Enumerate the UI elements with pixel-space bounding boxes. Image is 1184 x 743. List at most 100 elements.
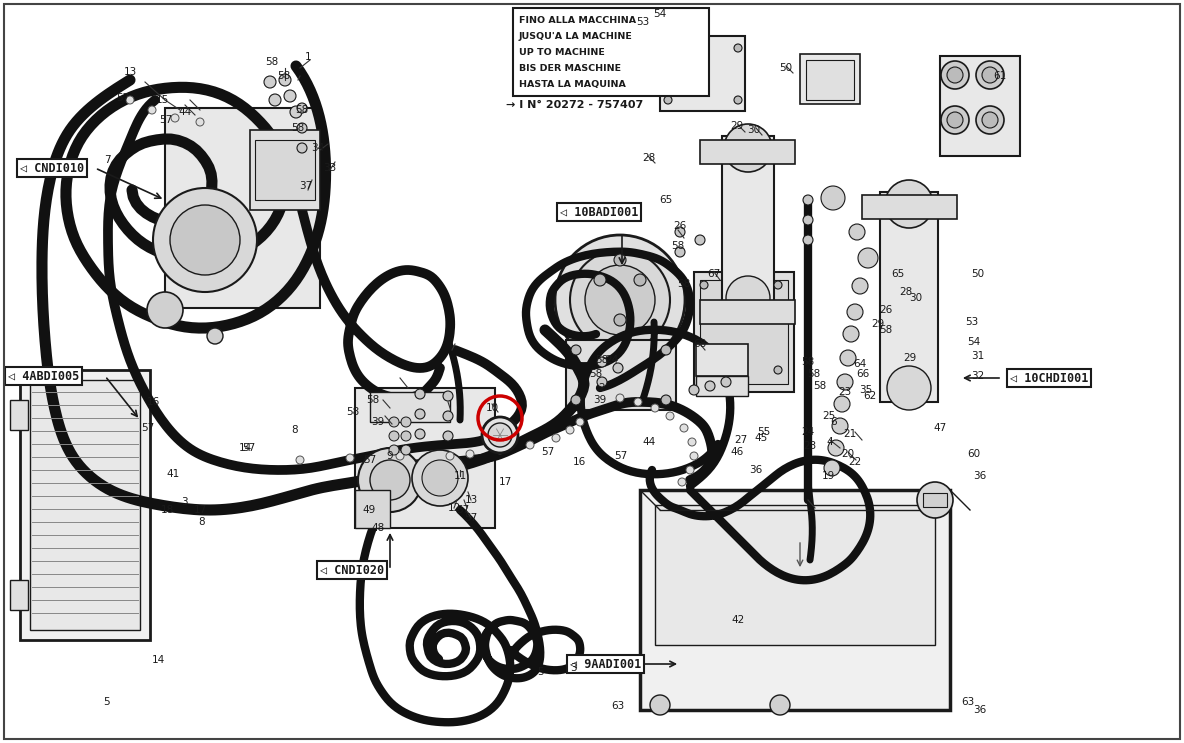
Circle shape <box>774 281 781 289</box>
Circle shape <box>597 357 607 367</box>
Text: 16: 16 <box>147 397 160 407</box>
Text: 58: 58 <box>295 105 309 115</box>
Circle shape <box>488 423 511 447</box>
Circle shape <box>416 409 425 419</box>
Text: 42: 42 <box>732 615 745 625</box>
Text: 53: 53 <box>636 17 650 27</box>
Bar <box>880 192 938 402</box>
Circle shape <box>941 106 969 134</box>
Text: 57: 57 <box>464 513 477 523</box>
Circle shape <box>976 106 1004 134</box>
Text: 25: 25 <box>823 411 836 421</box>
Text: 27: 27 <box>734 435 747 445</box>
Text: ◁ 10CHDI001: ◁ 10CHDI001 <box>1010 372 1088 384</box>
Text: 20: 20 <box>842 449 855 459</box>
Text: 4: 4 <box>826 437 834 447</box>
Bar <box>30 380 140 630</box>
Text: 57: 57 <box>363 455 377 465</box>
Text: 49: 49 <box>362 505 375 515</box>
Text: 33: 33 <box>323 163 336 173</box>
Circle shape <box>633 398 642 406</box>
Circle shape <box>571 395 581 405</box>
Text: 36: 36 <box>973 471 986 481</box>
Circle shape <box>412 450 468 506</box>
Text: 32: 32 <box>971 371 985 381</box>
Circle shape <box>734 44 742 52</box>
Circle shape <box>852 278 868 294</box>
Text: 63: 63 <box>611 701 625 711</box>
Circle shape <box>774 366 781 374</box>
Circle shape <box>443 411 453 421</box>
Text: 13: 13 <box>464 495 477 505</box>
Text: ◁ CNDI020: ◁ CNDI020 <box>320 563 384 577</box>
Text: 29: 29 <box>871 319 884 329</box>
Text: ◁ CNDI010: ◁ CNDI010 <box>20 161 84 175</box>
Circle shape <box>395 452 404 460</box>
Bar <box>9 400 28 430</box>
Text: 31: 31 <box>971 351 985 361</box>
Text: 47: 47 <box>933 423 947 433</box>
Bar <box>700 140 794 164</box>
Text: 37: 37 <box>300 181 313 191</box>
Bar <box>513 8 709 96</box>
Circle shape <box>734 96 742 104</box>
Circle shape <box>170 205 240 275</box>
Text: 61: 61 <box>993 71 1006 81</box>
Text: 3: 3 <box>181 497 187 507</box>
Circle shape <box>633 274 646 286</box>
Text: 57: 57 <box>456 505 470 515</box>
Text: 65: 65 <box>659 195 673 205</box>
Circle shape <box>422 460 458 496</box>
Bar <box>165 108 320 308</box>
Circle shape <box>916 482 953 518</box>
Text: 15: 15 <box>155 95 168 105</box>
Circle shape <box>665 412 674 420</box>
Bar <box>696 344 748 376</box>
Circle shape <box>296 456 304 464</box>
Text: 22: 22 <box>849 457 862 467</box>
Text: 1: 1 <box>304 52 311 62</box>
Circle shape <box>982 112 998 128</box>
Bar <box>20 370 150 640</box>
Text: 58: 58 <box>366 395 380 405</box>
Text: ◁ 4ABDI005: ◁ 4ABDI005 <box>8 369 79 383</box>
Circle shape <box>466 450 474 458</box>
Circle shape <box>947 67 963 83</box>
Circle shape <box>482 417 519 453</box>
Text: 58: 58 <box>671 241 684 251</box>
Text: 2: 2 <box>599 383 605 393</box>
Circle shape <box>269 94 281 106</box>
Text: 16: 16 <box>572 457 586 467</box>
Text: 29: 29 <box>731 121 744 131</box>
Bar <box>862 195 957 219</box>
Text: 58: 58 <box>590 369 603 379</box>
Circle shape <box>821 186 845 210</box>
Text: 57: 57 <box>243 443 256 453</box>
Circle shape <box>566 426 574 434</box>
Circle shape <box>843 326 860 342</box>
Text: 57: 57 <box>141 423 155 433</box>
Text: 57: 57 <box>116 93 129 103</box>
Circle shape <box>571 345 581 355</box>
Circle shape <box>661 395 671 405</box>
Circle shape <box>585 265 655 335</box>
Text: 10: 10 <box>485 403 498 413</box>
Text: 57: 57 <box>541 447 554 457</box>
Text: JUSQU'A LA MACHINE: JUSQU'A LA MACHINE <box>519 32 633 41</box>
Circle shape <box>358 448 422 512</box>
Text: 23: 23 <box>838 387 851 397</box>
Text: 58: 58 <box>596 355 609 365</box>
Text: 11: 11 <box>453 471 466 481</box>
Circle shape <box>839 350 856 366</box>
Text: ◁ 10BADI001: ◁ 10BADI001 <box>560 206 638 218</box>
Text: 57: 57 <box>160 115 173 125</box>
Circle shape <box>704 381 715 391</box>
Text: 24: 24 <box>605 355 618 365</box>
Text: 66: 66 <box>856 369 869 379</box>
Circle shape <box>390 445 399 455</box>
Text: 3: 3 <box>570 663 577 673</box>
Circle shape <box>401 431 411 441</box>
Circle shape <box>297 143 307 153</box>
Circle shape <box>726 276 770 320</box>
Circle shape <box>297 123 307 133</box>
